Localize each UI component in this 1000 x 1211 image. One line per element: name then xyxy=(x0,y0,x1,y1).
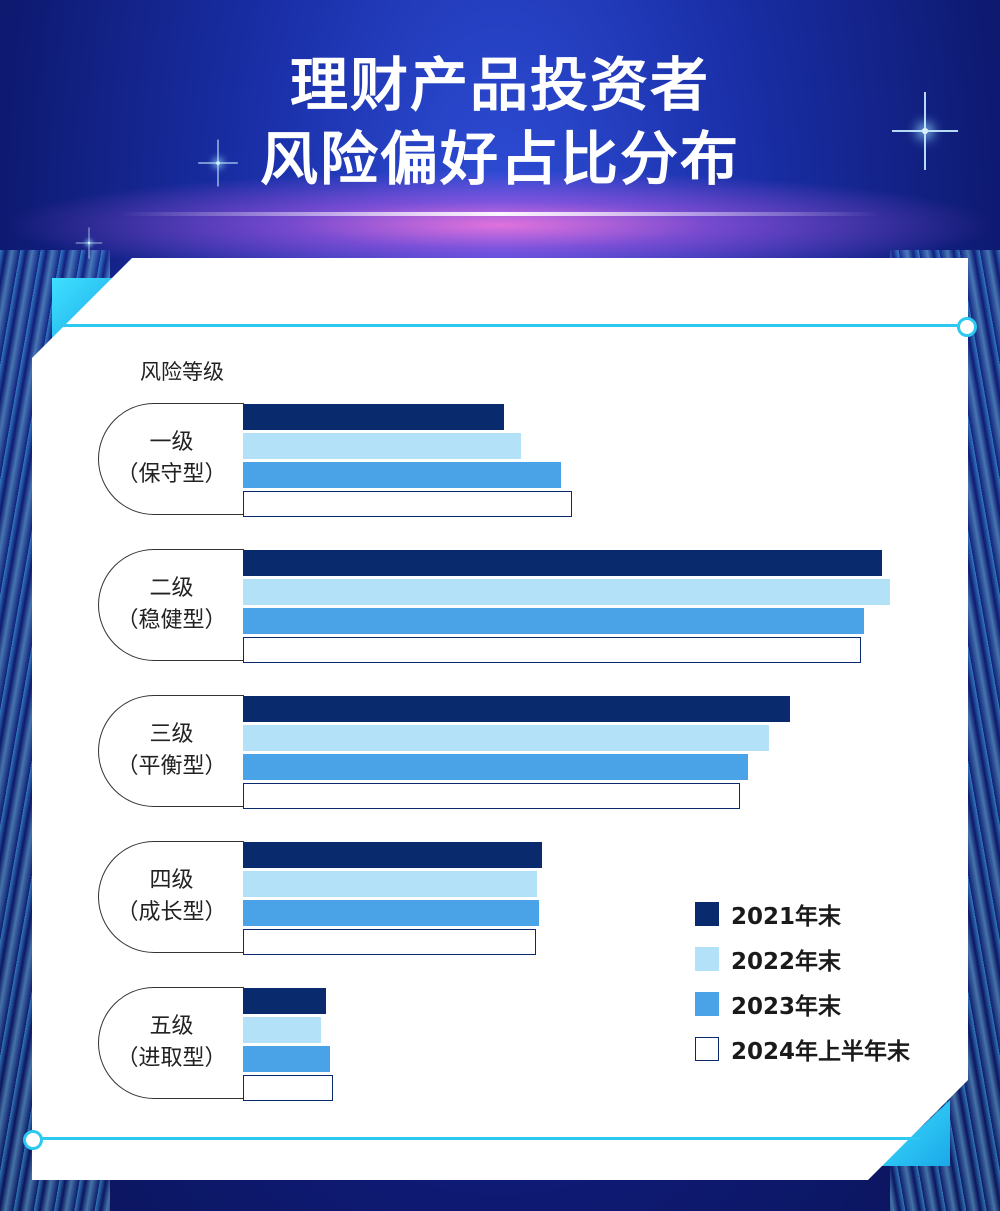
legend-swatch xyxy=(695,1037,719,1061)
legend-label: 2023年末 xyxy=(731,994,842,1020)
category-level: 二级 xyxy=(149,576,194,601)
bar xyxy=(243,696,790,722)
category-type: （平衡型） xyxy=(116,754,227,779)
panel-top-rule-dot xyxy=(957,317,977,337)
sparkle-icon xyxy=(198,139,238,187)
bar xyxy=(243,754,748,780)
bar xyxy=(243,783,741,809)
bar xyxy=(243,842,542,868)
background-light-line xyxy=(120,212,880,216)
legend-label: 2021年末 xyxy=(731,904,842,930)
legend-item: 2024年上半年末 xyxy=(695,1032,910,1066)
panel-bottom-rule xyxy=(40,1137,920,1140)
category-type: （稳健型） xyxy=(116,608,227,633)
panel-bottom-rule-dot xyxy=(23,1130,43,1150)
sparkle-icon xyxy=(892,92,958,170)
legend-item: 2022年末 xyxy=(695,942,841,976)
bar xyxy=(243,491,573,517)
category-label: 三级 （平衡型） xyxy=(98,695,244,807)
bar xyxy=(243,579,890,605)
bar xyxy=(243,725,770,751)
category-level: 三级 xyxy=(149,722,194,747)
bar xyxy=(243,929,536,955)
legend-swatch xyxy=(695,992,719,1016)
category-label: 四级 （成长型） xyxy=(98,841,244,953)
category-level: 一级 xyxy=(149,430,194,455)
y-axis-title: 风险等级 xyxy=(140,360,224,384)
bar xyxy=(243,608,864,634)
bar xyxy=(243,1017,322,1043)
bar xyxy=(243,433,522,459)
bar xyxy=(243,900,539,926)
bar xyxy=(243,1046,330,1072)
chart-title-line2: 风险偏好占比分布 xyxy=(259,125,740,193)
category-label: 二级 （稳健型） xyxy=(98,549,244,661)
category-label: 一级 （保守型） xyxy=(98,403,244,515)
bar xyxy=(243,637,861,663)
bar xyxy=(243,1075,333,1101)
bar xyxy=(243,462,561,488)
legend-swatch xyxy=(695,902,719,926)
bar xyxy=(243,988,326,1014)
bar xyxy=(243,871,538,897)
chart-title-line1: 理财产品投资者 xyxy=(289,51,710,119)
category-label: 五级 （进取型） xyxy=(98,987,244,1099)
category-level: 四级 xyxy=(149,868,194,893)
panel-top-rule xyxy=(62,324,960,327)
bar xyxy=(243,550,883,576)
category-type: （进取型） xyxy=(116,1046,227,1071)
legend-item: 2023年末 xyxy=(695,987,841,1021)
legend-label: 2022年末 xyxy=(731,949,842,975)
category-type: （成长型） xyxy=(116,900,227,925)
legend-swatch xyxy=(695,947,719,971)
category-level: 五级 xyxy=(149,1014,194,1039)
legend-item: 2021年末 xyxy=(695,897,841,931)
category-type: （保守型） xyxy=(116,462,227,487)
bar xyxy=(243,404,504,430)
legend-label: 2024年上半年末 xyxy=(731,1039,911,1065)
sparkle-icon xyxy=(75,227,103,259)
